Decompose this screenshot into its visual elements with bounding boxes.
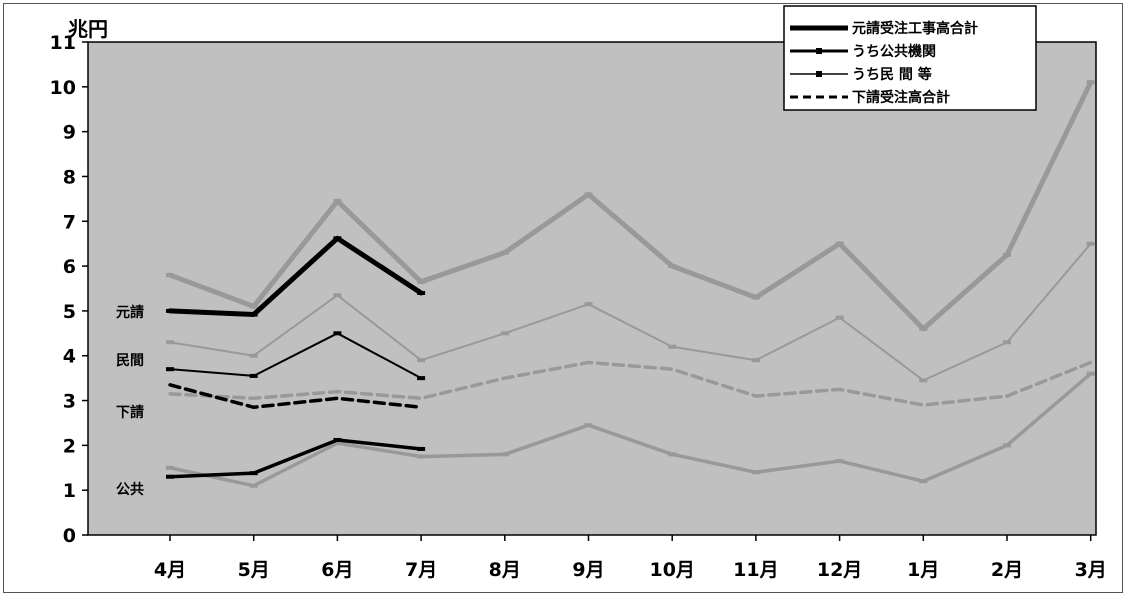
data-point-prev-total — [751, 295, 760, 300]
data-point-prev-public — [835, 459, 844, 464]
data-point-prev-total — [1086, 80, 1095, 85]
x-tick-label: 10月 — [649, 559, 694, 581]
data-point-prev-public — [584, 423, 593, 428]
legend-box — [783, 5, 1037, 111]
y-tick-label: 0 — [63, 525, 76, 547]
x-tick-label: 8月 — [489, 559, 521, 581]
data-point-prev-private — [919, 378, 928, 383]
data-point-private — [166, 367, 174, 372]
data-point-prev-total — [417, 279, 426, 284]
legend-label-total: 元請受注工事高合計 — [852, 20, 978, 37]
legend-marker-private — [816, 71, 822, 77]
data-point-public — [333, 437, 342, 442]
data-point-total — [417, 290, 426, 295]
data-point-prev-public — [166, 465, 174, 470]
y-tick-label: 6 — [63, 256, 76, 278]
data-point-prev-public — [249, 483, 258, 488]
data-point-private — [333, 331, 342, 336]
data-point-prev-public — [1003, 443, 1011, 448]
data-point-prev-public — [751, 470, 760, 475]
x-tick-label: 2月 — [991, 559, 1023, 581]
data-point-total — [249, 312, 258, 317]
y-tick-label: 7 — [63, 211, 76, 233]
y-axis: 0 1 2 3 4 5 6 7 8 9 10 11 — [50, 32, 88, 547]
x-tick-label: 9月 — [572, 559, 604, 581]
legend-label-sub: 下請受注高合計 — [852, 89, 950, 106]
y-tick-label: 8 — [63, 166, 76, 188]
legend: 元請受注工事高合計 うち公共機関 うち民 間 等 下請受注高合計 — [783, 5, 1037, 111]
data-point-prev-public — [668, 452, 677, 457]
data-point-prev-private — [584, 302, 593, 307]
side-label-total: 元請 — [116, 304, 144, 321]
data-point-prev-public — [417, 454, 426, 459]
data-point-prev-private — [1003, 340, 1011, 345]
y-tick-label: 11 — [50, 32, 76, 54]
x-tick-label: 1月 — [907, 559, 939, 581]
data-point-prev-total — [668, 264, 677, 269]
y-tick-label: 5 — [63, 301, 76, 323]
x-tick-label: 11月 — [733, 559, 778, 581]
series-layer — [166, 79, 1095, 488]
side-label-sub: 下請 — [116, 404, 144, 421]
data-point-prev-private — [668, 344, 677, 349]
data-point-prev-public — [333, 441, 342, 446]
y-tick-label: 1 — [63, 480, 76, 502]
x-axis: 4月 5月 6月 7月 8月 9月 10月 11月 12月 1月 2月 3月 — [154, 535, 1107, 581]
series-line-total — [167, 235, 424, 317]
series-line-prev-total — [167, 79, 1094, 332]
y-tick-label: 4 — [63, 346, 76, 368]
data-point-public — [417, 446, 426, 451]
y-tick-label: 10 — [50, 77, 76, 99]
data-point-public — [249, 471, 258, 476]
data-point-prev-total — [919, 326, 928, 331]
data-point-prev-public — [1086, 371, 1095, 376]
side-label-public: 公共 — [116, 481, 144, 498]
data-point-public — [166, 474, 174, 479]
series-line-sub — [168, 383, 423, 410]
series-line-prev-private — [169, 242, 1092, 382]
data-point-prev-private — [249, 353, 258, 358]
data-point-prev-private — [835, 315, 844, 320]
side-label-private: 民間 — [116, 353, 144, 369]
legend-label-public: うち公共機関 — [852, 43, 936, 60]
legend-label-private: うち民 間 等 — [852, 66, 932, 83]
data-point-prev-private — [166, 340, 174, 345]
x-tick-label: 12月 — [817, 559, 862, 581]
series-line-private — [169, 332, 423, 380]
data-point-prev-private — [751, 358, 760, 363]
data-point-private — [417, 376, 426, 381]
x-tick-label: 5月 — [238, 559, 270, 581]
data-point-prev-public — [919, 479, 928, 484]
data-point-total — [166, 308, 174, 313]
data-point-prev-total — [249, 304, 258, 309]
legend-marker-public — [816, 48, 822, 54]
plot-area — [87, 41, 1097, 536]
y-tick-label: 9 — [63, 122, 76, 144]
data-point-prev-total — [1003, 252, 1011, 257]
data-point-private — [249, 373, 258, 378]
series-line-prev-public — [168, 371, 1093, 488]
x-tick-label: 7月 — [405, 559, 437, 581]
y-axis-unit-label: 兆円 — [68, 17, 108, 41]
data-point-prev-private — [500, 331, 509, 336]
data-point-prev-public — [500, 452, 509, 457]
x-tick-label: 4月 — [154, 559, 186, 581]
series-line-prev-sub — [168, 360, 1093, 407]
data-point-prev-total — [835, 241, 844, 246]
data-point-prev-total — [166, 273, 174, 278]
x-tick-label: 3月 — [1075, 559, 1107, 581]
y-tick-label: 2 — [63, 435, 76, 457]
x-tick-label: 6月 — [321, 559, 353, 581]
data-point-prev-total — [500, 250, 509, 255]
data-point-prev-private — [1086, 241, 1095, 246]
y-tick-label: 3 — [63, 391, 76, 413]
data-point-prev-private — [417, 358, 426, 363]
data-point-prev-total — [584, 192, 593, 197]
data-point-total — [333, 236, 342, 241]
series-line-public — [168, 438, 423, 479]
data-point-prev-private — [333, 293, 342, 298]
data-point-prev-total — [333, 199, 342, 204]
